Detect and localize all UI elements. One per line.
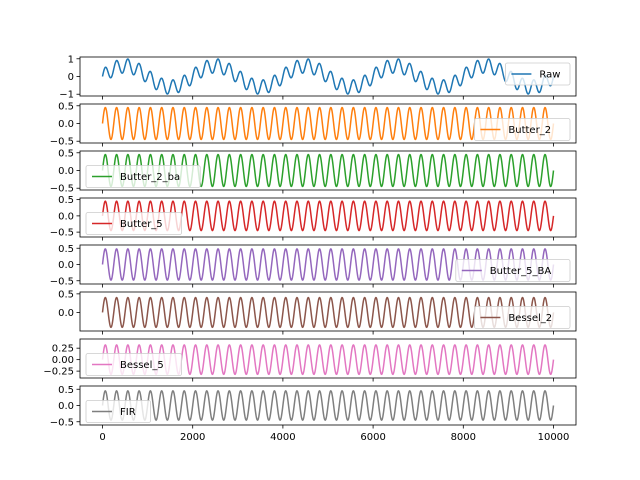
y-tick-label: −0.25 [43, 367, 74, 378]
legend-label: Butter_2 [508, 125, 551, 136]
legend: Butter_2 [473, 118, 571, 141]
y-tick-label: −0.5 [50, 184, 74, 195]
axes-frame [79, 291, 577, 332]
legend-label: Bessel_2 [508, 313, 552, 324]
legend-box [473, 306, 571, 329]
axes-frame [79, 338, 577, 379]
series-line-Raw [101, 58, 555, 95]
legend-box [85, 400, 151, 423]
legend-box [455, 259, 571, 282]
y-tick-label: −0.5 [50, 137, 74, 148]
legend: Butter_2_ba [85, 165, 201, 188]
y-tick-label: 0.25 [52, 344, 74, 355]
legend: Bessel_2 [473, 306, 571, 329]
legend-label: Butter_5 [120, 219, 163, 230]
series-line-Bessel_2 [101, 296, 555, 329]
legend-label: Butter_2_ba [120, 172, 180, 183]
y-tick-label: 0.00 [52, 355, 74, 366]
legend: Butter_5_BA [455, 259, 571, 282]
y-tick-label: −0.5 [50, 276, 74, 287]
x-tick-label: 8000 [451, 432, 476, 443]
y-tick-label: 0.5 [58, 195, 74, 206]
legend-label: Bessel_5 [120, 360, 164, 371]
legend-label: Raw [539, 70, 560, 81]
legend-box [85, 212, 182, 235]
legend: Raw [504, 62, 571, 86]
y-tick-label: 0.5 [58, 148, 74, 159]
legend-box [473, 118, 571, 141]
y-tick-label: 0.5 [58, 244, 74, 255]
subplot-FIR: 0.5 0.0 −0.5 0 2000 4000 6000 8000 10000 FIR [50, 385, 577, 443]
legend-box [85, 353, 182, 376]
series-line-Butter_5_BA [101, 248, 555, 281]
y-tick-label: 0.0 [58, 260, 74, 271]
subplot-Butter_5: 0.5 0.0 −0.5 Butter_5 [50, 195, 577, 241]
y-tick-label: 0.0 [58, 166, 74, 177]
y-tick-label: 0.0 [58, 308, 74, 319]
x-tick-label: 10000 [538, 432, 570, 443]
legend: FIR [85, 400, 151, 423]
y-tick-label: 0.0 [58, 401, 74, 412]
subplot-Butter_5_BA: 0.5 0.0 −0.5 Butter_5_BA [50, 244, 577, 288]
y-tick-label: 0.5 [58, 289, 74, 300]
y-tick-label: 0.0 [58, 211, 74, 222]
legend-box [504, 62, 571, 86]
subplot-Butter_2_ba: 0.5 0.0 −0.5 Butter_2_ba [50, 148, 577, 195]
subplot-Bessel_5: 0.250.00−0.25 Bessel_5 [43, 338, 577, 382]
series-line-FIR [101, 390, 555, 421]
y-tick-label: 0 [68, 72, 74, 83]
y-tick-label: −1 [59, 90, 74, 101]
legend: Bessel_5 [85, 353, 182, 376]
x-tick-label: 0 [99, 432, 105, 443]
y-tick-label: −0.5 [50, 228, 74, 239]
legend: Butter_5 [85, 212, 182, 235]
y-tick-label: 1 [68, 54, 74, 65]
legend-label: FIR [120, 407, 136, 418]
legend-box [85, 165, 201, 188]
subplot-Butter_2: 0.5 0.0 −0.5 Butter_2 [50, 101, 577, 148]
x-tick-label: 4000 [270, 432, 295, 443]
y-tick-label: 0.5 [58, 385, 74, 396]
x-tick-label: 2000 [180, 432, 205, 443]
legend-label: Butter_5_BA [490, 266, 552, 277]
x-tick-label: 6000 [360, 432, 385, 443]
axes-frame [79, 197, 577, 238]
subplot-Bessel_2: 0.5 0.0 Bessel_2 [58, 289, 577, 335]
subplot-Raw: 1 0 −1 Raw [59, 54, 577, 101]
y-tick-label: −0.5 [50, 417, 74, 428]
y-tick-label: 0.0 [58, 119, 74, 130]
y-tick-label: 0.5 [58, 101, 74, 112]
series-line-Butter_2 [101, 106, 555, 141]
